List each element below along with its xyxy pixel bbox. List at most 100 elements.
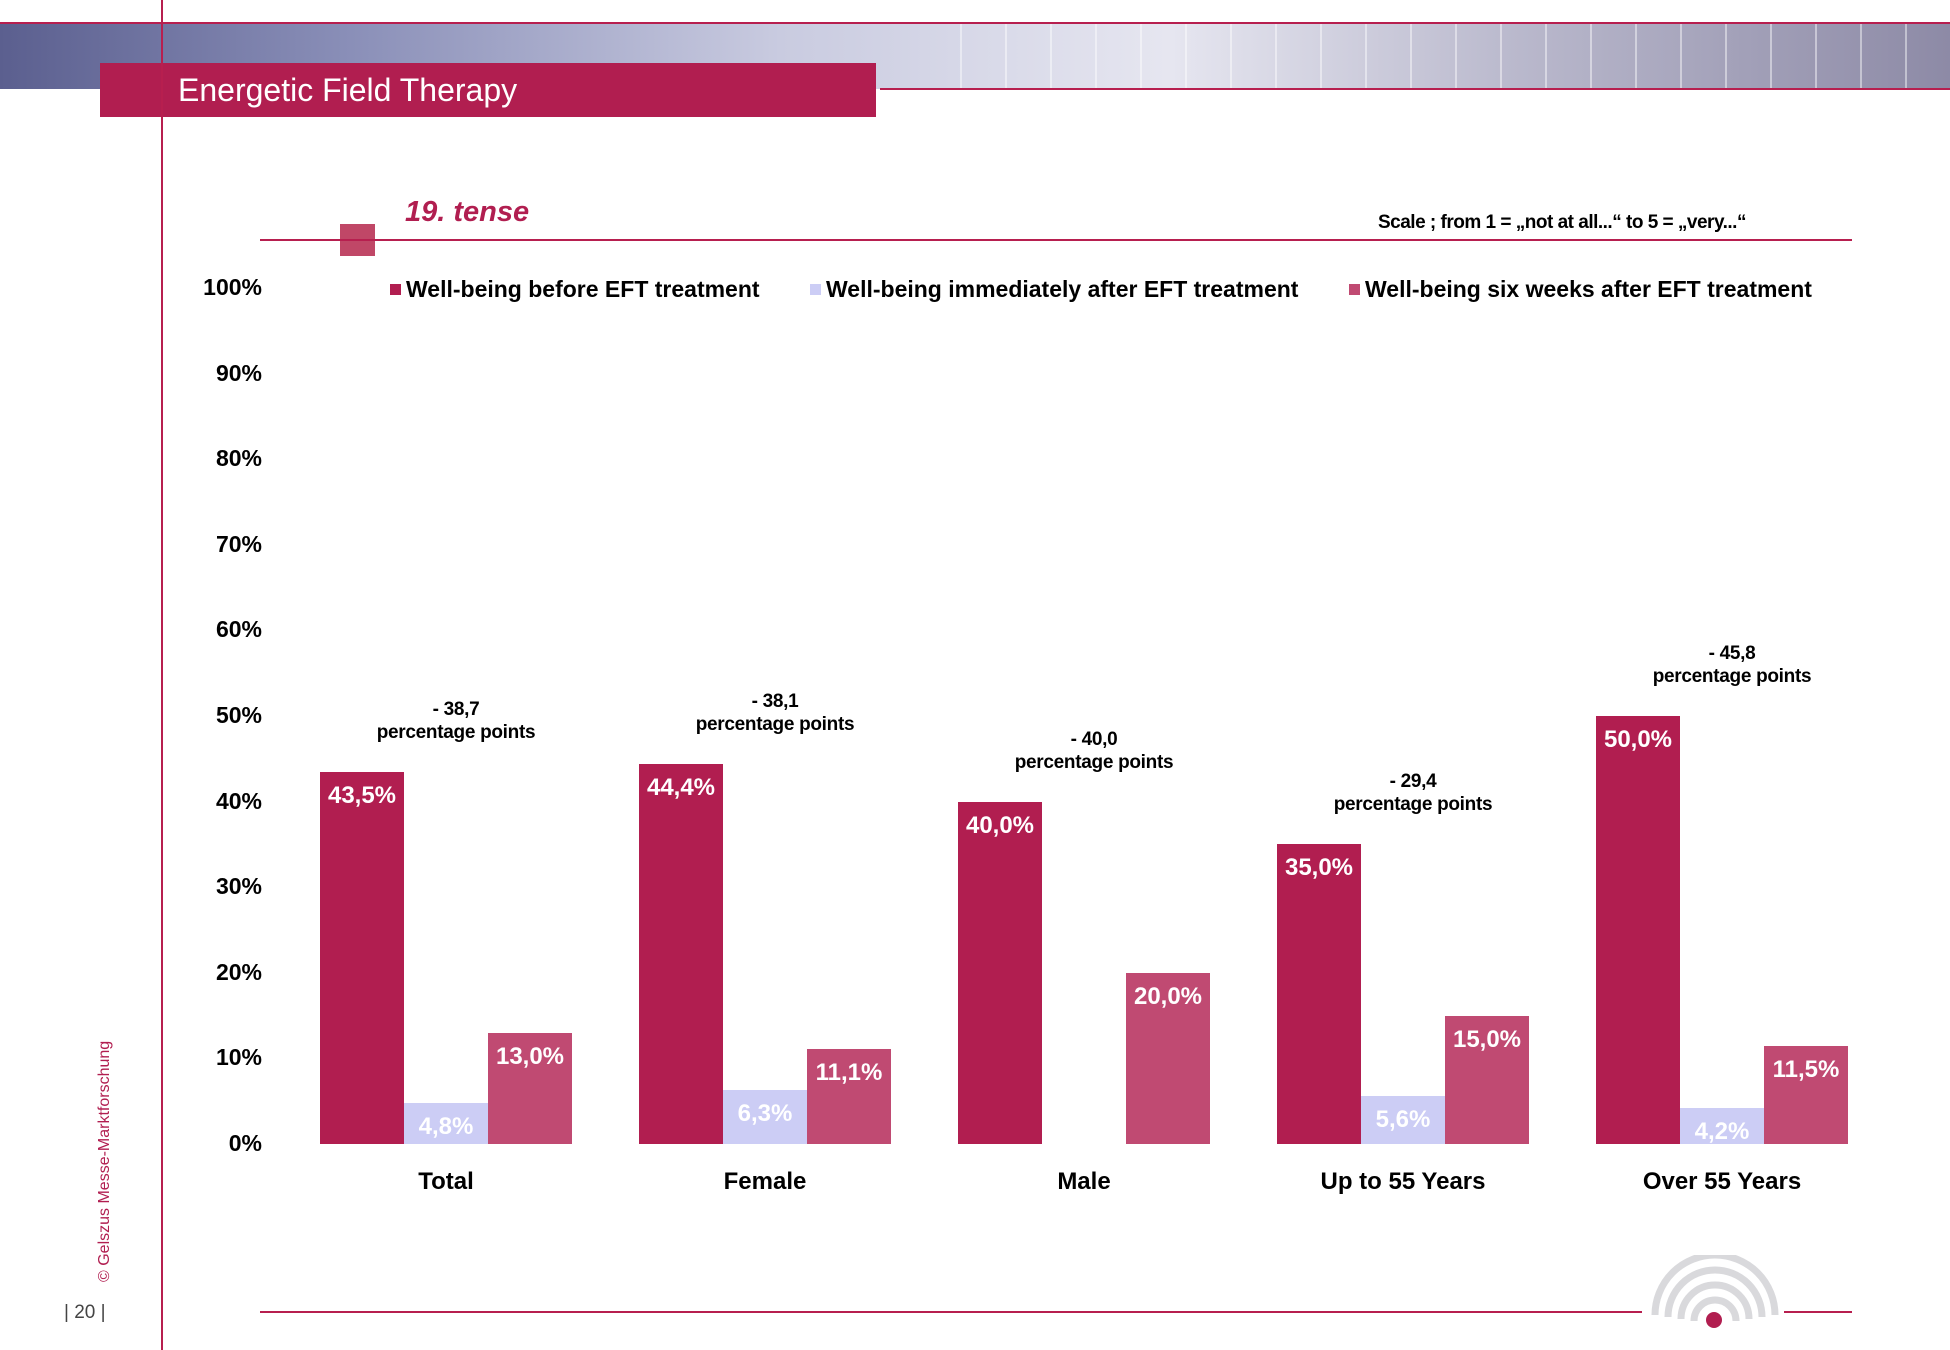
bar-before	[320, 771, 404, 1144]
bar-immediately	[404, 1102, 488, 1144]
data-label: 5,6%	[1375, 1106, 1431, 1134]
bar-six-weeks	[1445, 1015, 1529, 1144]
data-label: 6,3%	[737, 1100, 793, 1128]
y-tick-label: 60%	[215, 616, 262, 643]
header-decor-line	[1365, 22, 1367, 89]
legend-item-six-weeks: Well-being six weeks after EFT treatment	[1349, 276, 1812, 303]
left-margin-rule	[161, 0, 163, 1350]
y-tick-label: 30%	[215, 873, 262, 900]
bar-before	[958, 801, 1042, 1144]
header-decor-line	[1230, 22, 1232, 89]
difference-value: - 38,7	[432, 698, 480, 720]
data-label: 0,0%	[1056, 1114, 1112, 1141]
data-label: 13,0%	[495, 1042, 565, 1070]
y-tick-label: 90%	[215, 359, 262, 386]
data-label: 40,0%	[965, 811, 1035, 839]
bar-immediately	[1361, 1096, 1445, 1144]
x-tick-label: Male	[1057, 1168, 1111, 1195]
legend-item-immediately: Well-being immediately after EFT treatme…	[810, 276, 1298, 303]
bar-before	[639, 763, 723, 1144]
y-tick-label: 10%	[215, 1044, 262, 1071]
bar-six-weeks	[1126, 972, 1210, 1144]
header-decor-line	[1545, 22, 1547, 89]
difference-annotation: - 38,7 percentage points	[326, 698, 586, 744]
legend-label-immediately: Well-being immediately after EFT treatme…	[826, 276, 1299, 302]
copyright-note: © Gelszus Messe-Marktforschung	[96, 1040, 113, 1282]
header-decor-line	[1095, 22, 1097, 89]
data-label: 43,5%	[327, 781, 397, 809]
legend-swatch-before	[390, 284, 401, 295]
header-decor-line	[1725, 22, 1727, 89]
data-label: 11,5%	[1772, 1055, 1840, 1083]
difference-annotation: - 45,8 percentage points	[1602, 642, 1862, 688]
difference-unit: percentage points	[1652, 666, 1812, 687]
y-tick-label: 70%	[215, 530, 262, 557]
data-label: 4,8%	[418, 1112, 474, 1140]
header-decor-line	[1680, 22, 1682, 89]
x-tick-label: Female	[723, 1168, 807, 1195]
company-logo-icon	[1651, 1255, 1779, 1328]
data-label: 11,1%	[815, 1058, 883, 1086]
header-decor-line	[960, 22, 962, 89]
bar-before	[1277, 844, 1361, 1144]
y-tick-label: 50%	[215, 702, 262, 728]
x-tick-label: Over 55 Years	[1642, 1168, 1802, 1195]
page-title: Energetic Field Therapy	[100, 63, 876, 117]
y-tick-label: 0%	[228, 1130, 262, 1156]
header-decor-line	[1815, 22, 1817, 89]
legend-label-before: Well-being before EFT treatment	[406, 276, 760, 302]
difference-unit: percentage points	[695, 713, 855, 735]
chart-title: 19. tense	[405, 196, 530, 228]
difference-value: - 38,1	[751, 690, 799, 712]
difference-annotation: - 29,4 percentage points	[1283, 770, 1543, 816]
header-top-rule	[0, 22, 1950, 24]
data-label: 50,0%	[1603, 726, 1673, 753]
header-decor-line	[1410, 22, 1412, 89]
data-label: 44,4%	[646, 773, 716, 801]
footer-rule	[260, 1311, 1642, 1313]
difference-value: - 45,8	[1708, 643, 1756, 664]
header-decor-line	[1320, 22, 1322, 89]
difference-unit: percentage points	[1014, 751, 1174, 773]
y-tick-label: 40%	[215, 787, 262, 814]
data-label: 15,0%	[1452, 1025, 1522, 1053]
header-decor-line	[1275, 22, 1277, 89]
difference-unit: percentage points	[376, 721, 536, 743]
footer-rule-right	[1784, 1311, 1852, 1313]
legend-swatch-immediately	[810, 284, 821, 295]
y-tick-label: 100%	[203, 274, 262, 300]
header-bottom-rule	[880, 88, 1950, 90]
x-tick-label: Up to 55 Years	[1320, 1168, 1486, 1195]
legend-item-before: Well-being before EFT treatment	[390, 276, 760, 303]
difference-value: - 40,0	[1070, 728, 1118, 750]
header-decor-line	[1050, 22, 1052, 89]
data-label: 4,2%	[1694, 1118, 1750, 1146]
header-decor-line	[1500, 22, 1502, 89]
difference-unit: percentage points	[1333, 794, 1493, 816]
scale-note: Scale ; from 1 = „not at all...“ to 5 = …	[1378, 212, 1746, 233]
x-tick-label: Total	[418, 1168, 474, 1195]
header-decor-line	[1455, 22, 1457, 89]
bar-immediately	[723, 1090, 807, 1144]
bar-immediately	[1680, 1108, 1764, 1144]
header-decor-line	[1860, 22, 1862, 89]
difference-annotation: - 40,0 percentage points	[964, 728, 1224, 774]
data-label: 35,0%	[1284, 854, 1354, 882]
legend-swatch-six-weeks	[1349, 284, 1360, 295]
header-decor-line	[1140, 22, 1142, 89]
header-decor-line	[1635, 22, 1637, 89]
header-decor-line	[1590, 22, 1592, 89]
section-rule	[260, 239, 1852, 241]
header-decor-line	[1185, 22, 1187, 89]
bar-six-weeks	[807, 1048, 891, 1144]
header-decor-line	[1770, 22, 1772, 89]
legend-label-six-weeks: Well-being six weeks after EFT treatment	[1365, 276, 1812, 302]
header-decor-line	[1005, 22, 1007, 89]
header-decor-line	[1905, 22, 1907, 89]
difference-value: - 29,4	[1389, 771, 1437, 793]
bar-six-weeks	[1764, 1045, 1848, 1144]
bar-before	[1596, 716, 1680, 1144]
page-number: | 20 |	[64, 1302, 106, 1323]
difference-annotation: - 38,1 percentage points	[645, 690, 905, 736]
